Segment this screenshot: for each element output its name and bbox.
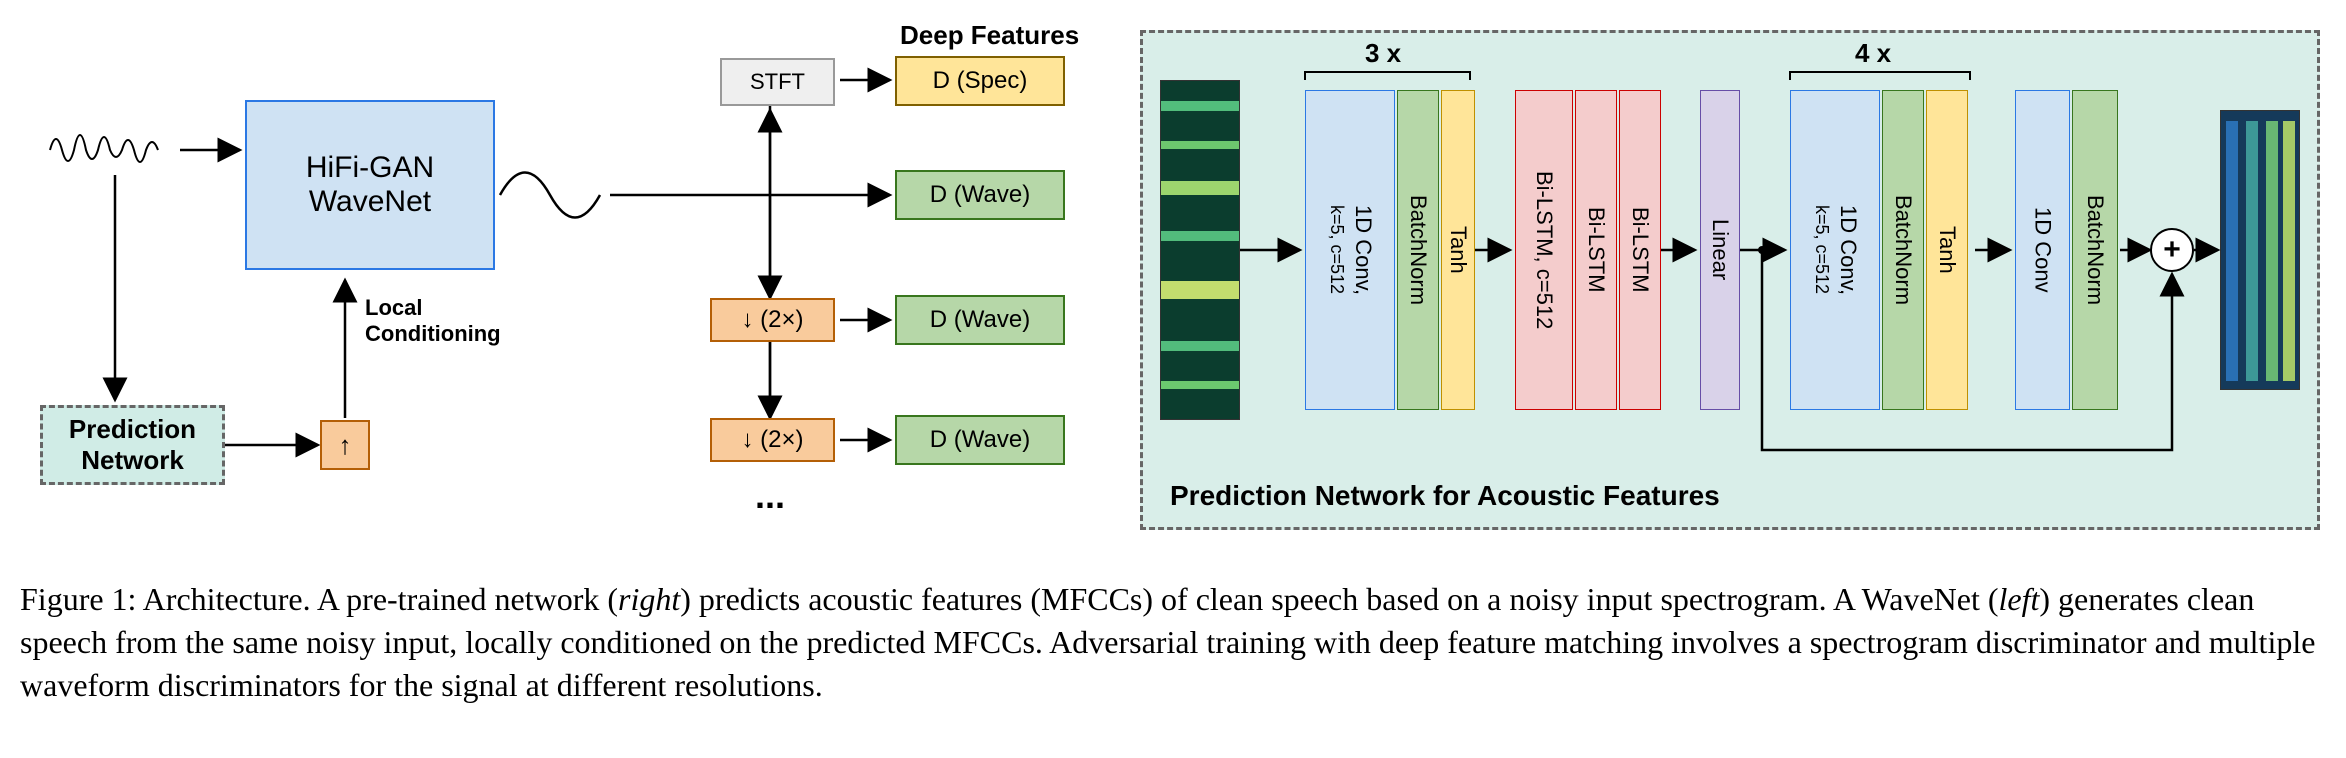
- caption-right-em: right: [618, 581, 680, 617]
- bn-block-3: BatchNorm: [2072, 90, 2118, 410]
- caption-part-3: ) predicts acoustic features (MFCCs) of …: [680, 581, 1998, 617]
- conv2-sublabel: k=5, c=512: [1812, 205, 1832, 294]
- upsample-box: ↑: [320, 420, 370, 470]
- right-diagram: 3 x 4 x 1D Conv,k=5, c=512 BatchNorm Tan…: [1140, 20, 2320, 560]
- caption-left-em: left: [1999, 581, 2040, 617]
- rep-4x-label: 4 x: [1855, 38, 1891, 69]
- down2x-box-2: ↓ (2×): [710, 418, 835, 462]
- d-wave-box-2: D (Wave): [895, 295, 1065, 345]
- diagram-row: HiFi-GAN WaveNet Prediction Network ↑ Lo…: [20, 20, 2326, 560]
- local-conditioning-label: Local Conditioning: [365, 295, 501, 347]
- panel-title: Prediction Network for Acoustic Features: [1170, 480, 1720, 512]
- ellipsis-label: ...: [755, 475, 785, 517]
- wavenet-box: HiFi-GAN WaveNet: [245, 100, 495, 270]
- rep-3x-label: 3 x: [1365, 38, 1401, 69]
- tanh-block-2: Tanh: [1926, 90, 1968, 410]
- deep-features-label: Deep Features: [900, 20, 1079, 51]
- bilstm-block-2: Bi-LSTM: [1575, 90, 1617, 410]
- caption-part-1: Figure 1: Architecture. A pre-trained ne…: [20, 581, 618, 617]
- bn-block-2: BatchNorm: [1882, 90, 1924, 410]
- d-spec-box: D (Spec): [895, 56, 1065, 106]
- conv2-label: 1D Conv,: [1836, 205, 1861, 295]
- left-diagram: HiFi-GAN WaveNet Prediction Network ↑ Lo…: [20, 20, 1110, 560]
- residual-add-icon: +: [2150, 228, 2194, 272]
- conv-plain-block: 1D Conv: [2015, 90, 2070, 410]
- conv-sublabel: k=5, c=512: [1327, 205, 1347, 294]
- prediction-network-box: Prediction Network: [40, 405, 225, 485]
- tanh-block-1: Tanh: [1441, 90, 1475, 410]
- conv-label: 1D Conv,: [1351, 205, 1376, 295]
- linear-block: Linear: [1700, 90, 1740, 410]
- bn-block-1: BatchNorm: [1397, 90, 1439, 410]
- figure-caption: Figure 1: Architecture. A pre-trained ne…: [20, 578, 2320, 708]
- bilstm-c-block: Bi-LSTM, c=512: [1515, 90, 1573, 410]
- down2x-box-1: ↓ (2×): [710, 298, 835, 342]
- conv-block-2: 1D Conv,k=5, c=512: [1790, 90, 1880, 410]
- d-wave-box-1: D (Wave): [895, 170, 1065, 220]
- conv-block-1: 1D Conv,k=5, c=512: [1305, 90, 1395, 410]
- stft-box: STFT: [720, 58, 835, 106]
- bilstm-block-3: Bi-LSTM: [1619, 90, 1661, 410]
- d-wave-box-3: D (Wave): [895, 415, 1065, 465]
- figure-root: HiFi-GAN WaveNet Prediction Network ↑ Lo…: [20, 20, 2326, 708]
